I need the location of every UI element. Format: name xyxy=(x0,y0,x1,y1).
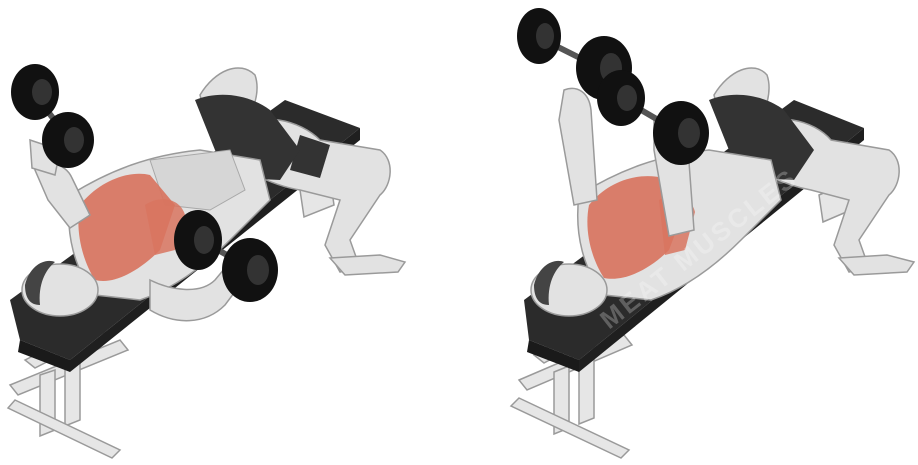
chest-muscle-highlight xyxy=(78,173,175,281)
dumbbell-left xyxy=(11,64,94,168)
exercise-illustration-end: MEAT MUSCLES xyxy=(459,0,918,465)
torso xyxy=(67,149,271,301)
dumbbell-right xyxy=(597,70,709,165)
left-arm xyxy=(558,87,598,206)
dumbbell-right xyxy=(174,210,278,302)
left-arm xyxy=(29,138,91,230)
start-position-drawing xyxy=(6,64,407,459)
shorts xyxy=(195,94,300,180)
head xyxy=(530,260,608,317)
head xyxy=(21,260,99,317)
shorts xyxy=(709,94,814,180)
exercise-illustration-start xyxy=(6,64,407,459)
end-position-drawing: MEAT MUSCLES xyxy=(509,8,916,459)
dumbbell-left xyxy=(517,8,632,100)
